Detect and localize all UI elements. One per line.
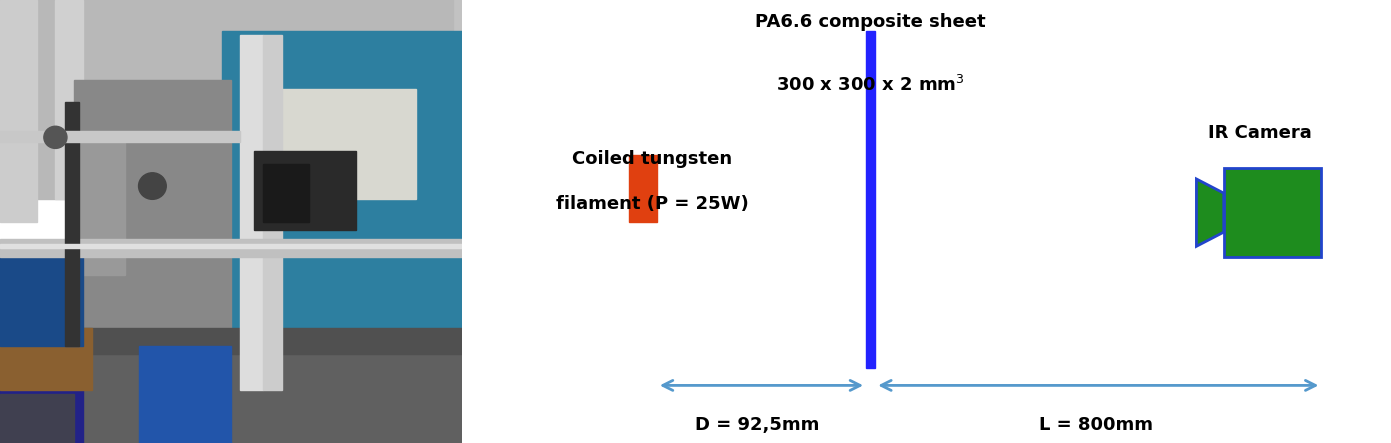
Bar: [0, 131, 241, 142]
Bar: [277, 89, 416, 199]
Bar: [0, 328, 92, 390]
Bar: [0, 244, 462, 248]
Text: 300 x 300 x 2 mm$^3$: 300 x 300 x 2 mm$^3$: [776, 75, 965, 95]
Text: PA6.6 composite sheet: PA6.6 composite sheet: [755, 13, 986, 31]
Bar: [78, 142, 125, 275]
FancyBboxPatch shape: [1224, 168, 1321, 257]
Bar: [0, 394, 74, 443]
Bar: [64, 102, 78, 346]
Circle shape: [139, 173, 167, 199]
Text: Coiled tungsten: Coiled tungsten: [572, 150, 732, 168]
Bar: [0, 328, 462, 354]
Bar: [0, 337, 462, 443]
Bar: [221, 31, 462, 363]
Text: IR Camera: IR Camera: [1207, 124, 1312, 142]
Bar: [0, 248, 83, 346]
Bar: [0, 0, 462, 124]
Bar: [74, 80, 231, 346]
Circle shape: [45, 126, 67, 148]
Text: filament (P = 25W): filament (P = 25W): [556, 194, 748, 213]
Bar: [255, 151, 356, 230]
Text: L = 800mm: L = 800mm: [1039, 416, 1153, 435]
Text: D = 92,5mm: D = 92,5mm: [694, 416, 819, 435]
Bar: [139, 346, 231, 443]
Polygon shape: [1196, 179, 1224, 246]
Bar: [0, 239, 462, 257]
Bar: [56, 0, 83, 199]
Bar: [0, 0, 38, 222]
Bar: [867, 31, 875, 368]
Bar: [38, 0, 452, 199]
Bar: [263, 35, 282, 390]
Bar: [629, 155, 657, 222]
Bar: [241, 35, 263, 390]
Bar: [263, 164, 309, 222]
Bar: [0, 385, 83, 443]
